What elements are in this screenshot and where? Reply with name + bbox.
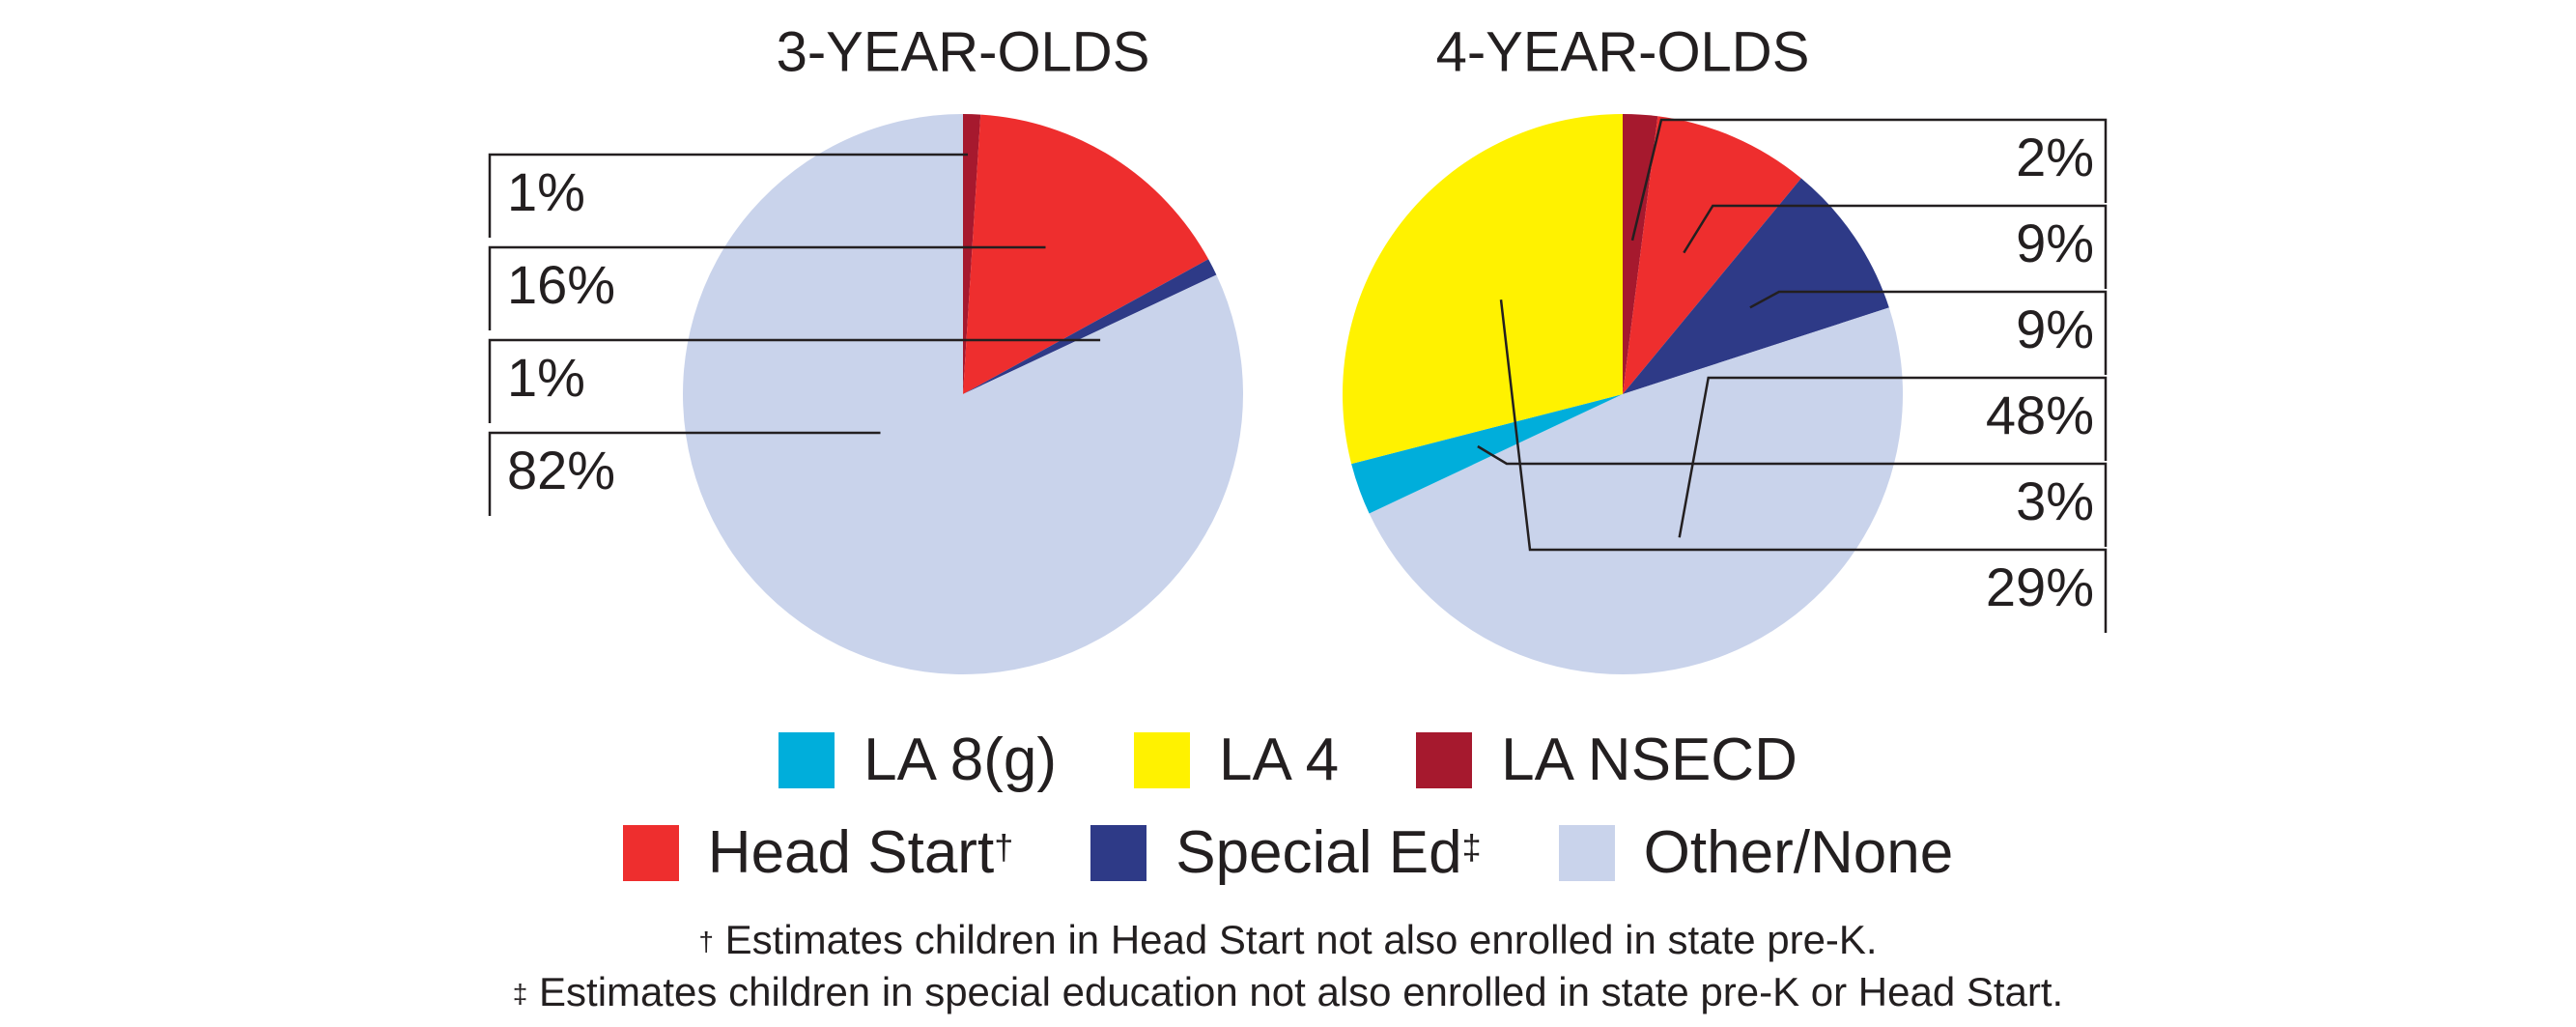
pie-title: 3-YEAR-OLDS	[777, 20, 1150, 83]
footnote-text: Estimates children in Head Start not als…	[713, 917, 1878, 962]
legend-item-la-nsecd: LA NSECD	[1416, 727, 1798, 794]
pct-label-special-ed: 9%	[2016, 299, 2094, 359]
pct-label-la-nsecd: 1%	[507, 161, 585, 222]
leader-line	[1683, 204, 2108, 289]
pie-slice-special-ed	[963, 259, 1217, 394]
pie-slice-la-8-g	[1351, 394, 1623, 514]
leader-line	[1499, 300, 2108, 633]
pct-label-la-8-g: 3%	[2016, 471, 2094, 531]
legend-item-head-start: Head Start†	[622, 819, 1014, 887]
dagger-mark: †	[698, 927, 714, 956]
leader-line	[488, 431, 881, 516]
legend-label: LA NSECD	[1501, 727, 1798, 793]
pie-slice-head-start	[963, 114, 1209, 394]
double-dagger-mark: ‡	[512, 979, 528, 1009]
leader-line	[488, 153, 968, 238]
legend-label: LA 8(g)	[863, 727, 1058, 793]
legend-swatch	[622, 825, 679, 881]
pct-label-other-none: 48%	[1986, 385, 2094, 445]
legend-swatch	[1090, 825, 1147, 881]
leader-line	[1477, 444, 2108, 547]
pct-label-la-nsecd: 2%	[2016, 127, 2094, 187]
footnote-special-ed: ‡ Estimates children in special educatio…	[0, 966, 2576, 1018]
pct-label-special-ed: 1%	[507, 347, 585, 408]
legend-item-other-none: Other/None	[1558, 819, 1954, 887]
pie-slice-la-nsecd	[963, 114, 981, 394]
pie-title: 4-YEAR-OLDS	[1436, 20, 1810, 83]
legend-item-special-ed: Special Ed‡	[1090, 819, 1482, 887]
pie-slice-la-nsecd	[1623, 114, 1658, 394]
legend-item-la-8g: LA 8(g)	[778, 727, 1057, 794]
footnotes: † Estimates children in Head Start not a…	[0, 914, 2576, 1018]
pie-slice-special-ed	[1623, 178, 1889, 394]
pct-label-other-none: 82%	[507, 440, 615, 500]
double-dagger-mark: ‡	[1461, 827, 1482, 867]
footnote-text: Estimates children in special education …	[527, 969, 2064, 1014]
legend-label: LA 4	[1219, 727, 1340, 793]
legend-swatch	[778, 732, 835, 788]
pie-slice-other-none	[683, 114, 1244, 675]
leader-line	[1678, 376, 2108, 538]
legend-row-2: Head Start† Special Ed‡ Other/None	[0, 819, 2576, 887]
leader-line	[1749, 290, 2108, 375]
legend-swatch	[1558, 825, 1615, 881]
pct-label-head-start: 9%	[2016, 213, 2094, 273]
pie-chart-2: 4-YEAR-OLDS 2% 9% 9% 48% 3% 29%	[1342, 20, 2108, 675]
legend-label: Special Ed‡	[1175, 819, 1482, 886]
leader-line	[488, 245, 1046, 330]
pie-slice-la-4	[1342, 114, 1623, 465]
legend-label: Head Start†	[707, 819, 1014, 886]
legend-swatch	[1134, 732, 1191, 788]
leader-line	[488, 338, 1101, 423]
legend-label: Other/None	[1643, 819, 1954, 886]
legend-swatch	[1416, 732, 1473, 788]
pie-slice-other-none	[1369, 307, 1904, 675]
pie-slice-head-start	[1623, 116, 1801, 394]
leader-line	[1630, 118, 2108, 242]
pie-chart-1: 3-YEAR-OLDS 1% 16% 1% 82%	[488, 20, 1244, 675]
legend-item-la-4: LA 4	[1134, 727, 1339, 794]
pct-label-head-start: 16%	[507, 254, 615, 315]
dagger-mark: †	[994, 827, 1014, 867]
legend-row-1: LA 8(g) LA 4 LA NSECD	[0, 727, 2576, 794]
pct-label-la-4: 29%	[1986, 556, 2094, 617]
footnote-head-start: † Estimates children in Head Start not a…	[0, 914, 2576, 966]
